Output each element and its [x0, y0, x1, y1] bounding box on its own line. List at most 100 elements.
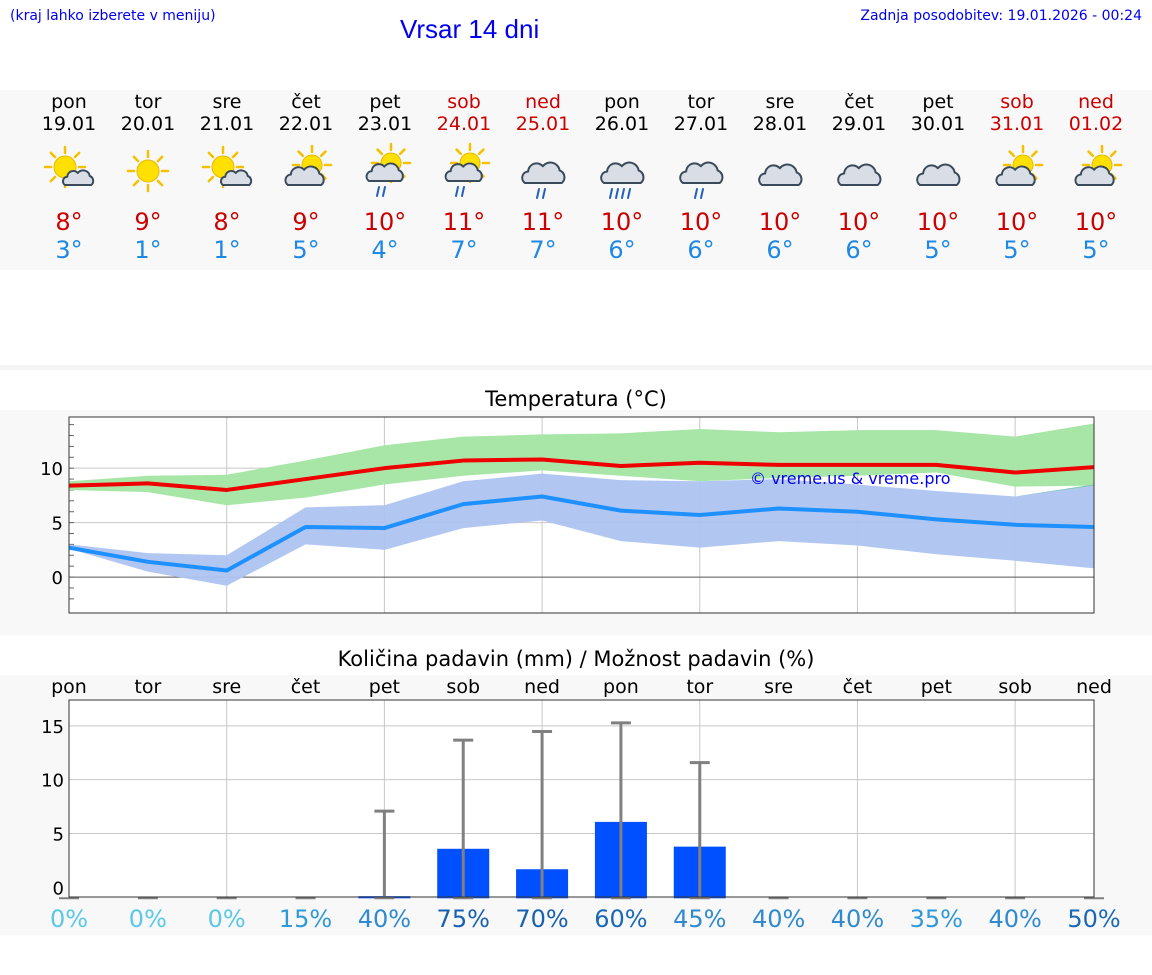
- day-name: tor: [134, 91, 162, 113]
- day-forecast: čet 29.01 10° 6°: [819, 90, 899, 264]
- min-temperature-band: [69, 473, 1094, 586]
- watermark: © vreme.us & vreme.pro: [750, 469, 951, 488]
- cloud-sun-rain-icon: [345, 142, 425, 203]
- day-forecast: sre 28.01 10° 6°: [740, 90, 820, 264]
- min-temp: 5°: [1003, 236, 1031, 264]
- cloud-sun-rain-icon: [424, 142, 504, 203]
- cloud-rain-icon: [503, 143, 583, 203]
- min-temperature-line: [68, 494, 1095, 573]
- temperature-tick-label: 0: [52, 568, 63, 589]
- day-forecast: pon 19.01 8° 3°: [29, 90, 109, 264]
- precip-day-label: čet: [843, 676, 873, 698]
- precip-day-label: ned: [1076, 676, 1112, 698]
- temperature-chart-title: Temperatura (°C): [485, 387, 667, 411]
- precipitation-probability: 60%: [594, 905, 647, 933]
- temperature-tick-label: 5: [52, 514, 63, 535]
- day-name: ned: [525, 91, 561, 113]
- max-temp: 8°: [213, 208, 241, 236]
- day-forecast: čet 22.01 9° 5°: [266, 90, 346, 264]
- precip-day-label: sre: [212, 676, 241, 698]
- day-name: pon: [604, 91, 640, 113]
- precip-day-label: sob: [998, 676, 1032, 698]
- day-forecast: sob 31.01 10° 5°: [977, 90, 1057, 264]
- min-temp: 5°: [1082, 236, 1110, 264]
- min-temp: 6°: [845, 236, 873, 264]
- precipitation-probability: 70%: [515, 905, 568, 933]
- min-temp: 5°: [924, 236, 952, 264]
- cloud-icon: [819, 143, 899, 203]
- precip-day-label: tor: [134, 676, 161, 698]
- day-name: pon: [51, 91, 87, 113]
- day-forecast: ned 25.01 11° 7°: [503, 90, 583, 264]
- day-date: 29.01: [831, 113, 887, 135]
- max-temp: 9°: [134, 208, 162, 236]
- precipitation-probability: 15%: [279, 905, 332, 933]
- location-menu-hint[interactable]: (kraj lahko izberete v meniju): [10, 8, 216, 24]
- day-name: ned: [1078, 91, 1114, 113]
- max-temp: 11°: [442, 208, 486, 236]
- min-temp: 7°: [450, 236, 478, 264]
- min-temp: 1°: [134, 236, 162, 264]
- max-temp: 10°: [995, 208, 1039, 236]
- cloud-sun-icon: [1056, 143, 1136, 203]
- min-temp: 1°: [213, 236, 241, 264]
- day-forecast: pet 30.01 10° 5°: [898, 90, 978, 264]
- day-date: 22.01: [278, 113, 334, 135]
- day-name: sre: [212, 91, 242, 113]
- cloud-icon: [898, 143, 978, 203]
- cloud-sun-icon: [266, 143, 346, 203]
- precipitation-probability: 40%: [988, 905, 1041, 933]
- sun-cloud-icon: [187, 143, 267, 203]
- precip-day-label: sob: [446, 676, 480, 698]
- max-temp: 10°: [758, 208, 802, 236]
- max-temp: 10°: [1074, 208, 1118, 236]
- day-name: sob: [447, 91, 481, 113]
- cloud-sun-icon: [977, 143, 1057, 203]
- precipitation-probability: 40%: [831, 905, 884, 933]
- day-name: čet: [844, 91, 874, 113]
- min-temp: 6°: [608, 236, 636, 264]
- day-date: 19.01: [41, 113, 97, 135]
- day-forecast: tor 27.01 10° 6°: [661, 90, 741, 264]
- min-temp: 3°: [55, 236, 83, 264]
- precipitation-probability: 35%: [910, 905, 963, 933]
- day-name: pet: [369, 91, 401, 113]
- day-date: 26.01: [594, 113, 650, 135]
- day-forecast: tor 20.01 9° 1°: [108, 90, 188, 264]
- min-temp: 6°: [687, 236, 715, 264]
- precip-day-label: čet: [291, 676, 321, 698]
- precipitation-probability: 0%: [208, 905, 246, 933]
- max-temp: 10°: [363, 208, 407, 236]
- temperature-plot-border: [68, 416, 1095, 614]
- day-forecast: pet 23.01 10° 4°: [345, 90, 425, 264]
- page-title: Vrsar 14 dni: [400, 14, 540, 44]
- day-name: čet: [291, 91, 321, 113]
- precip-day-label: tor: [686, 676, 713, 698]
- day-date: 24.01: [436, 113, 492, 135]
- max-temp: 10°: [679, 208, 723, 236]
- last-updated: Zadnja posodobitev: 19.01.2026 - 00:24: [860, 8, 1142, 24]
- sun-cloud-icon: [29, 143, 109, 203]
- min-temp: 5°: [292, 236, 320, 264]
- precipitation-plot-border: [68, 699, 1095, 898]
- precip-tick-label: 5: [53, 824, 64, 845]
- day-name: pet: [922, 91, 954, 113]
- precip-tick-label: 10: [41, 771, 64, 792]
- precip-day-label: pet: [369, 676, 400, 698]
- min-temp: 6°: [766, 236, 794, 264]
- precipitation-plot-area: [69, 700, 1094, 897]
- day-date: 25.01: [515, 113, 571, 135]
- day-forecast: pon 26.01 10° 6°: [582, 90, 662, 264]
- day-name: tor: [687, 91, 715, 113]
- precipitation-probability: 45%: [673, 905, 726, 933]
- precipitation-probability: 40%: [752, 905, 805, 933]
- day-forecast: sob 24.01 11° 7°: [424, 90, 504, 264]
- min-temp: 7°: [529, 236, 557, 264]
- day-date: 30.01: [910, 113, 966, 135]
- max-temp: 10°: [916, 208, 960, 236]
- day-date: 31.01: [989, 113, 1045, 135]
- temperature-tick-label: 10: [40, 459, 63, 480]
- min-temp: 4°: [371, 236, 399, 264]
- precip-day-label: pon: [603, 676, 639, 698]
